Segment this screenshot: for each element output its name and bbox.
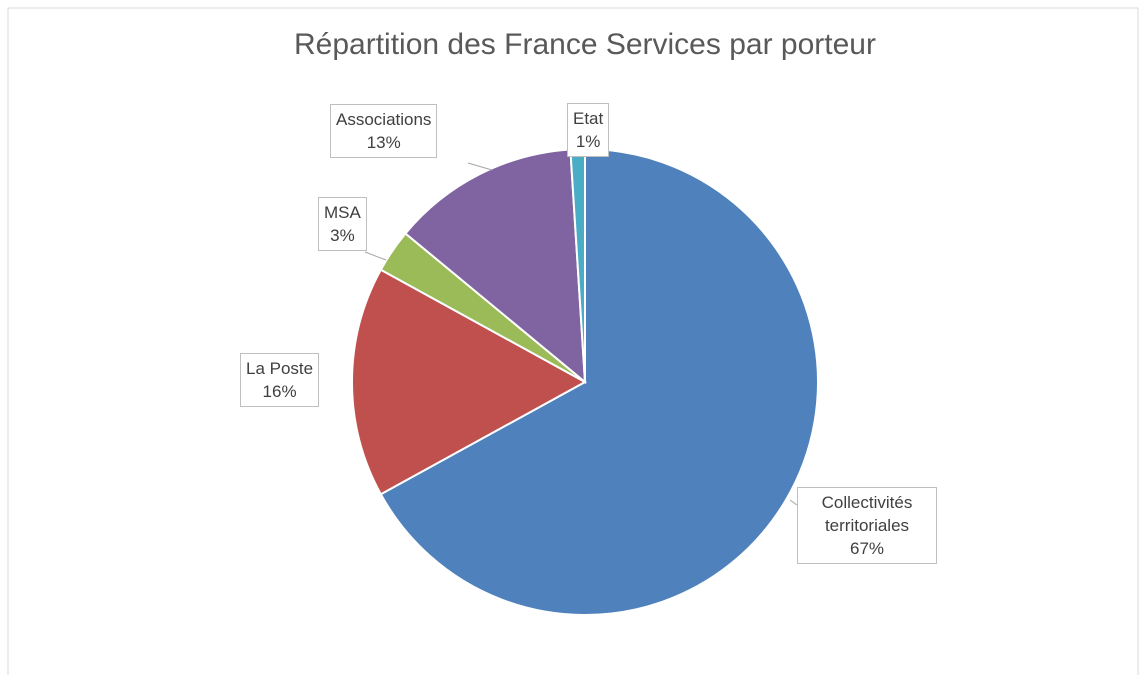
label-name: Etat	[573, 109, 604, 128]
pie-slice	[351, 268, 588, 496]
data-label: MSA 3%	[318, 197, 367, 251]
leader-line	[789, 499, 798, 506]
pie-slice	[379, 147, 819, 616]
label-value: 1%	[575, 132, 601, 151]
label-value: 67%	[849, 539, 885, 558]
label-value: 3%	[330, 226, 355, 245]
data-label: La Poste 16%	[240, 353, 320, 407]
label-name: MSA	[324, 203, 361, 222]
label-name: Associations	[336, 110, 432, 129]
label-value: 16%	[262, 382, 297, 401]
label-name: Collectivités territoriales	[821, 493, 913, 535]
leader-line	[467, 162, 493, 171]
chart-border	[7, 7, 1139, 675]
data-label: Associations 13%	[330, 104, 438, 158]
label-name: La Poste	[246, 359, 314, 378]
pie-slice	[404, 148, 587, 385]
data-label: Collectivités territoriales 67%	[797, 487, 937, 564]
label-value: 13%	[366, 133, 401, 152]
leader-line	[364, 251, 387, 261]
data-label: Etat 1%	[567, 103, 610, 157]
chart-title: Répartition des France Services par port…	[294, 28, 876, 61]
